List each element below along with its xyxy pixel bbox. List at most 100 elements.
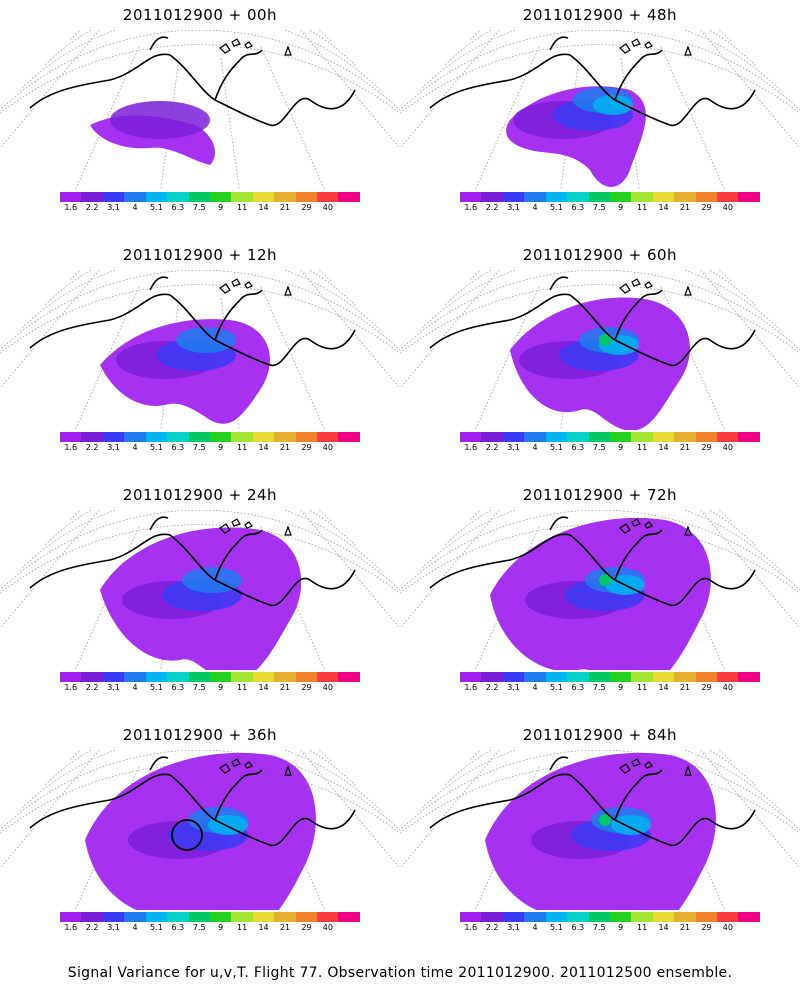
colorbar-tick-label: 29: [701, 683, 712, 692]
colorbar-swatch: [188, 192, 210, 202]
colorbar-tick-label: 11: [637, 443, 648, 452]
arctic-islands: [219, 38, 292, 56]
colorbar-tick-label: 3.1: [107, 203, 120, 212]
colorbar-tick-label: 9: [218, 923, 224, 932]
colorbar-swatch: [717, 192, 739, 202]
colorbar-swatch: [481, 912, 503, 922]
colorbar-swatch: [567, 672, 589, 682]
colorbar-swatch: [317, 912, 339, 922]
colorbar-swatch: [524, 672, 546, 682]
colorbar-swatch: [81, 192, 103, 202]
arctic-islands: [619, 278, 692, 296]
colorbar-swatch: [738, 912, 760, 922]
colorbar: 1.6 2.2 3.1 4 5.1 6.3 7.5 9 11 14 21 29 40: [60, 672, 360, 696]
colorbar-swatch: [652, 672, 675, 682]
panel-title: 2011012900 + 12h: [122, 246, 278, 264]
colorbar-swatch: [209, 672, 232, 682]
colorbar-tick-label: 40: [722, 443, 733, 452]
colorbar-tick-label: 3.1: [507, 683, 520, 692]
colorbar-swatch: [481, 192, 503, 202]
polar-stereographic-map: [400, 510, 800, 670]
colorbar-swatch: [124, 912, 146, 922]
colorbar-tick-label: 14: [258, 203, 269, 212]
colorbar-tick-label: 5.1: [150, 683, 163, 692]
colorbar-swatch: [652, 912, 675, 922]
colorbar-tick-label: 11: [237, 443, 248, 452]
colorbar-swatch: [338, 192, 360, 202]
colorbar-tick-label: 1.6: [464, 683, 478, 692]
forecast-panel: 2011012900 + 36h 1.6 2.2 3.1 4 5.1 6.3 7.5 9 11 14…: [0, 720, 400, 960]
colorbar-swatch: [295, 912, 318, 922]
arctic-islands: [619, 758, 692, 776]
colorbar-tick-label: 40: [322, 443, 333, 452]
colorbar-swatch: [738, 432, 760, 442]
colorbar-swatch: [81, 912, 103, 922]
colorbar-tick-label: 1.6: [64, 443, 78, 452]
target-circle: [171, 819, 203, 851]
colorbar-swatch: [124, 432, 146, 442]
colorbar-swatch: [317, 672, 339, 682]
colorbar-swatch: [167, 192, 189, 202]
colorbar-tick-label: 6.3: [571, 923, 585, 932]
colorbar-swatch: [231, 192, 253, 202]
colorbar-tick-label: 1.6: [64, 683, 78, 692]
colorbar-tick-label: 6.3: [571, 203, 585, 212]
coastline: [29, 276, 356, 366]
colorbar-tick-label: 6.3: [171, 683, 185, 692]
colorbar-swatch: [524, 192, 546, 202]
colorbar-swatch: [295, 672, 318, 682]
colorbar: 1.6 2.2 3.1 4 5.1 6.3 7.5 9 11 14 21 29 40: [60, 192, 360, 216]
colorbar-tick-label: 4: [532, 683, 538, 692]
colorbar-tick-label: 11: [237, 923, 248, 932]
colorbar-swatch: [81, 672, 103, 682]
colorbar-swatch: [145, 432, 168, 442]
colorbar: 1.6 2.2 3.1 4 5.1 6.3 7.5 9 11 14 21 29 40: [460, 672, 760, 696]
colorbar-swatch: [481, 672, 503, 682]
colorbar-swatch: [674, 912, 696, 922]
colorbar-tick-label: 3.1: [507, 443, 520, 452]
colorbar-tick-label: 1.6: [464, 923, 478, 932]
colorbar-tick-label: 14: [258, 683, 269, 692]
colorbar-tick-label: 3.1: [507, 203, 520, 212]
colorbar-tick-label: 4: [132, 923, 138, 932]
colorbar-swatch: [460, 672, 482, 682]
colorbar-tick-label: 11: [637, 203, 648, 212]
colorbar-tick-label: 5.1: [550, 203, 563, 212]
colorbar-tick-label: 7.5: [192, 203, 206, 212]
colorbar-tick-label: 4: [532, 203, 538, 212]
colorbar-swatch: [609, 192, 632, 202]
colorbar: 1.6 2.2 3.1 4 5.1 6.3 7.5 9 11 14 21 29 40: [60, 432, 360, 456]
colorbar-swatch: [545, 432, 568, 442]
colorbar-tick-label: 29: [301, 203, 312, 212]
colorbar-tick-label: 7.5: [592, 683, 606, 692]
panel-title: 2011012900 + 48h: [522, 6, 678, 24]
colorbar-tick-label: 3.1: [107, 443, 120, 452]
colorbar-swatch: [695, 432, 718, 442]
colorbar-swatch: [481, 432, 503, 442]
colorbar-swatch: [567, 192, 589, 202]
colorbar-swatch: [695, 912, 718, 922]
colorbar-swatch: [717, 432, 739, 442]
colorbar-swatch: [717, 672, 739, 682]
colorbar-swatch: [274, 192, 296, 202]
colorbar: 1.6 2.2 3.1 4 5.1 6.3 7.5 9 11 14 21 29 40: [460, 912, 760, 936]
colorbar-swatch: [188, 912, 210, 922]
colorbar-tick-label: 3.1: [107, 923, 120, 932]
colorbar-swatch: [102, 672, 125, 682]
colorbar-swatch: [695, 192, 718, 202]
colorbar-tick-label: 21: [279, 683, 291, 692]
polar-stereographic-map: [0, 270, 400, 430]
colorbar-swatch: [102, 432, 125, 442]
colorbar-swatch: [317, 432, 339, 442]
colorbar-swatch: [81, 432, 103, 442]
panel-title: 2011012900 + 72h: [522, 486, 678, 504]
colorbar-tick-label: 29: [301, 923, 312, 932]
coastline: [429, 36, 756, 126]
colorbar-swatch: [209, 912, 232, 922]
colorbar-tick-label: 29: [301, 683, 312, 692]
colorbar-tick-label: 4: [532, 443, 538, 452]
colorbar-tick-label: 2.2: [85, 443, 99, 452]
colorbar-swatch: [274, 432, 296, 442]
colorbar-tick-label: 4: [532, 923, 538, 932]
colorbar-tick-label: 21: [279, 443, 291, 452]
